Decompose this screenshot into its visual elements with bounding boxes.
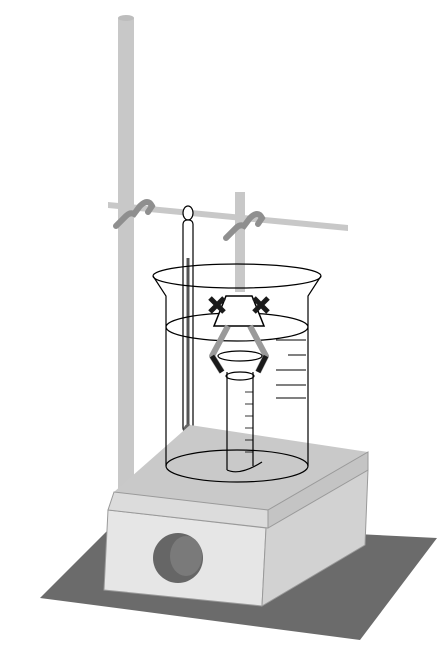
- beaker-graduations: [276, 339, 306, 399]
- tube-graduations: [245, 391, 253, 453]
- hot-plate-lip-side: [267, 451, 369, 529]
- retort-stand-rod: [118, 15, 134, 498]
- bosshead-clamp: [113, 199, 266, 241]
- hot-plate: [103, 425, 369, 607]
- hot-plate-top: [114, 425, 368, 522]
- clamp-screw-left: [208, 296, 226, 314]
- graduated-tube: [217, 350, 263, 473]
- thermometer: [182, 205, 194, 440]
- tube-clamp: [209, 324, 269, 374]
- tube-clamp-rod: [235, 192, 245, 292]
- clamp-bar: [108, 202, 348, 231]
- beaker: [152, 263, 322, 483]
- stopper: [212, 295, 266, 327]
- clamp-screw-right: [252, 296, 270, 314]
- beaker-bottom: [165, 449, 309, 483]
